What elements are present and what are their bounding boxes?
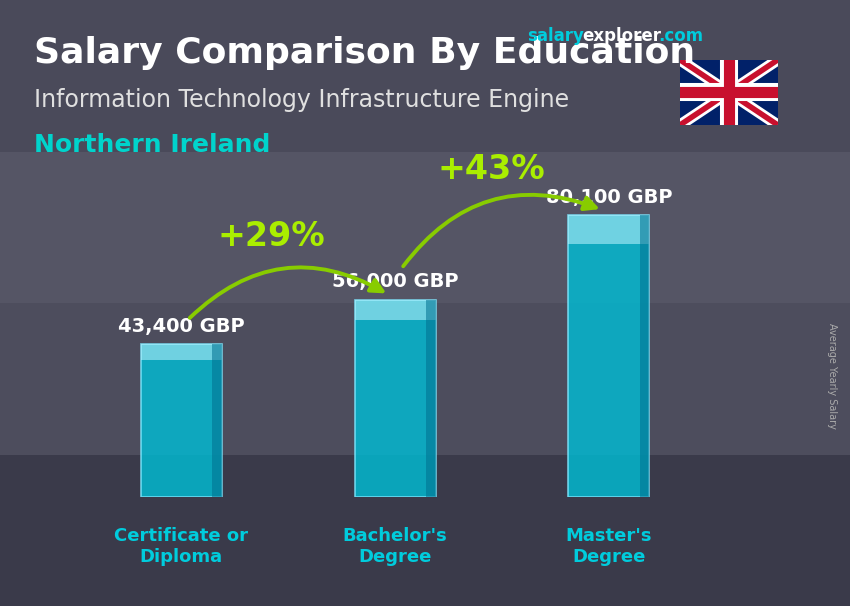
Bar (212, 344, 222, 497)
Text: Average Yearly Salary: Average Yearly Salary (827, 323, 837, 428)
Text: 56,000 GBP: 56,000 GBP (332, 272, 458, 291)
Text: explorer: explorer (582, 27, 661, 45)
Text: Certificate or
Diploma: Certificate or Diploma (115, 527, 248, 565)
Bar (141, 344, 222, 497)
Bar (354, 300, 436, 497)
Text: Information Technology Infrastructure Engine: Information Technology Infrastructure En… (34, 88, 570, 112)
Text: +43%: +43% (438, 153, 545, 186)
Bar (426, 300, 436, 497)
Text: 43,400 GBP: 43,400 GBP (118, 316, 245, 336)
Text: 80,100 GBP: 80,100 GBP (546, 188, 672, 207)
Text: Salary Comparison By Education: Salary Comparison By Education (34, 36, 695, 70)
Bar (354, 300, 436, 320)
Text: Northern Ireland: Northern Ireland (34, 133, 270, 158)
Text: Bachelor's
Degree: Bachelor's Degree (343, 527, 447, 565)
Text: salary: salary (527, 27, 584, 45)
Bar (569, 215, 649, 497)
Text: Master's
Degree: Master's Degree (565, 527, 652, 565)
Text: .com: .com (659, 27, 704, 45)
Bar (569, 215, 649, 244)
Bar (640, 215, 649, 497)
Bar (141, 344, 222, 359)
Text: +29%: +29% (218, 221, 325, 253)
